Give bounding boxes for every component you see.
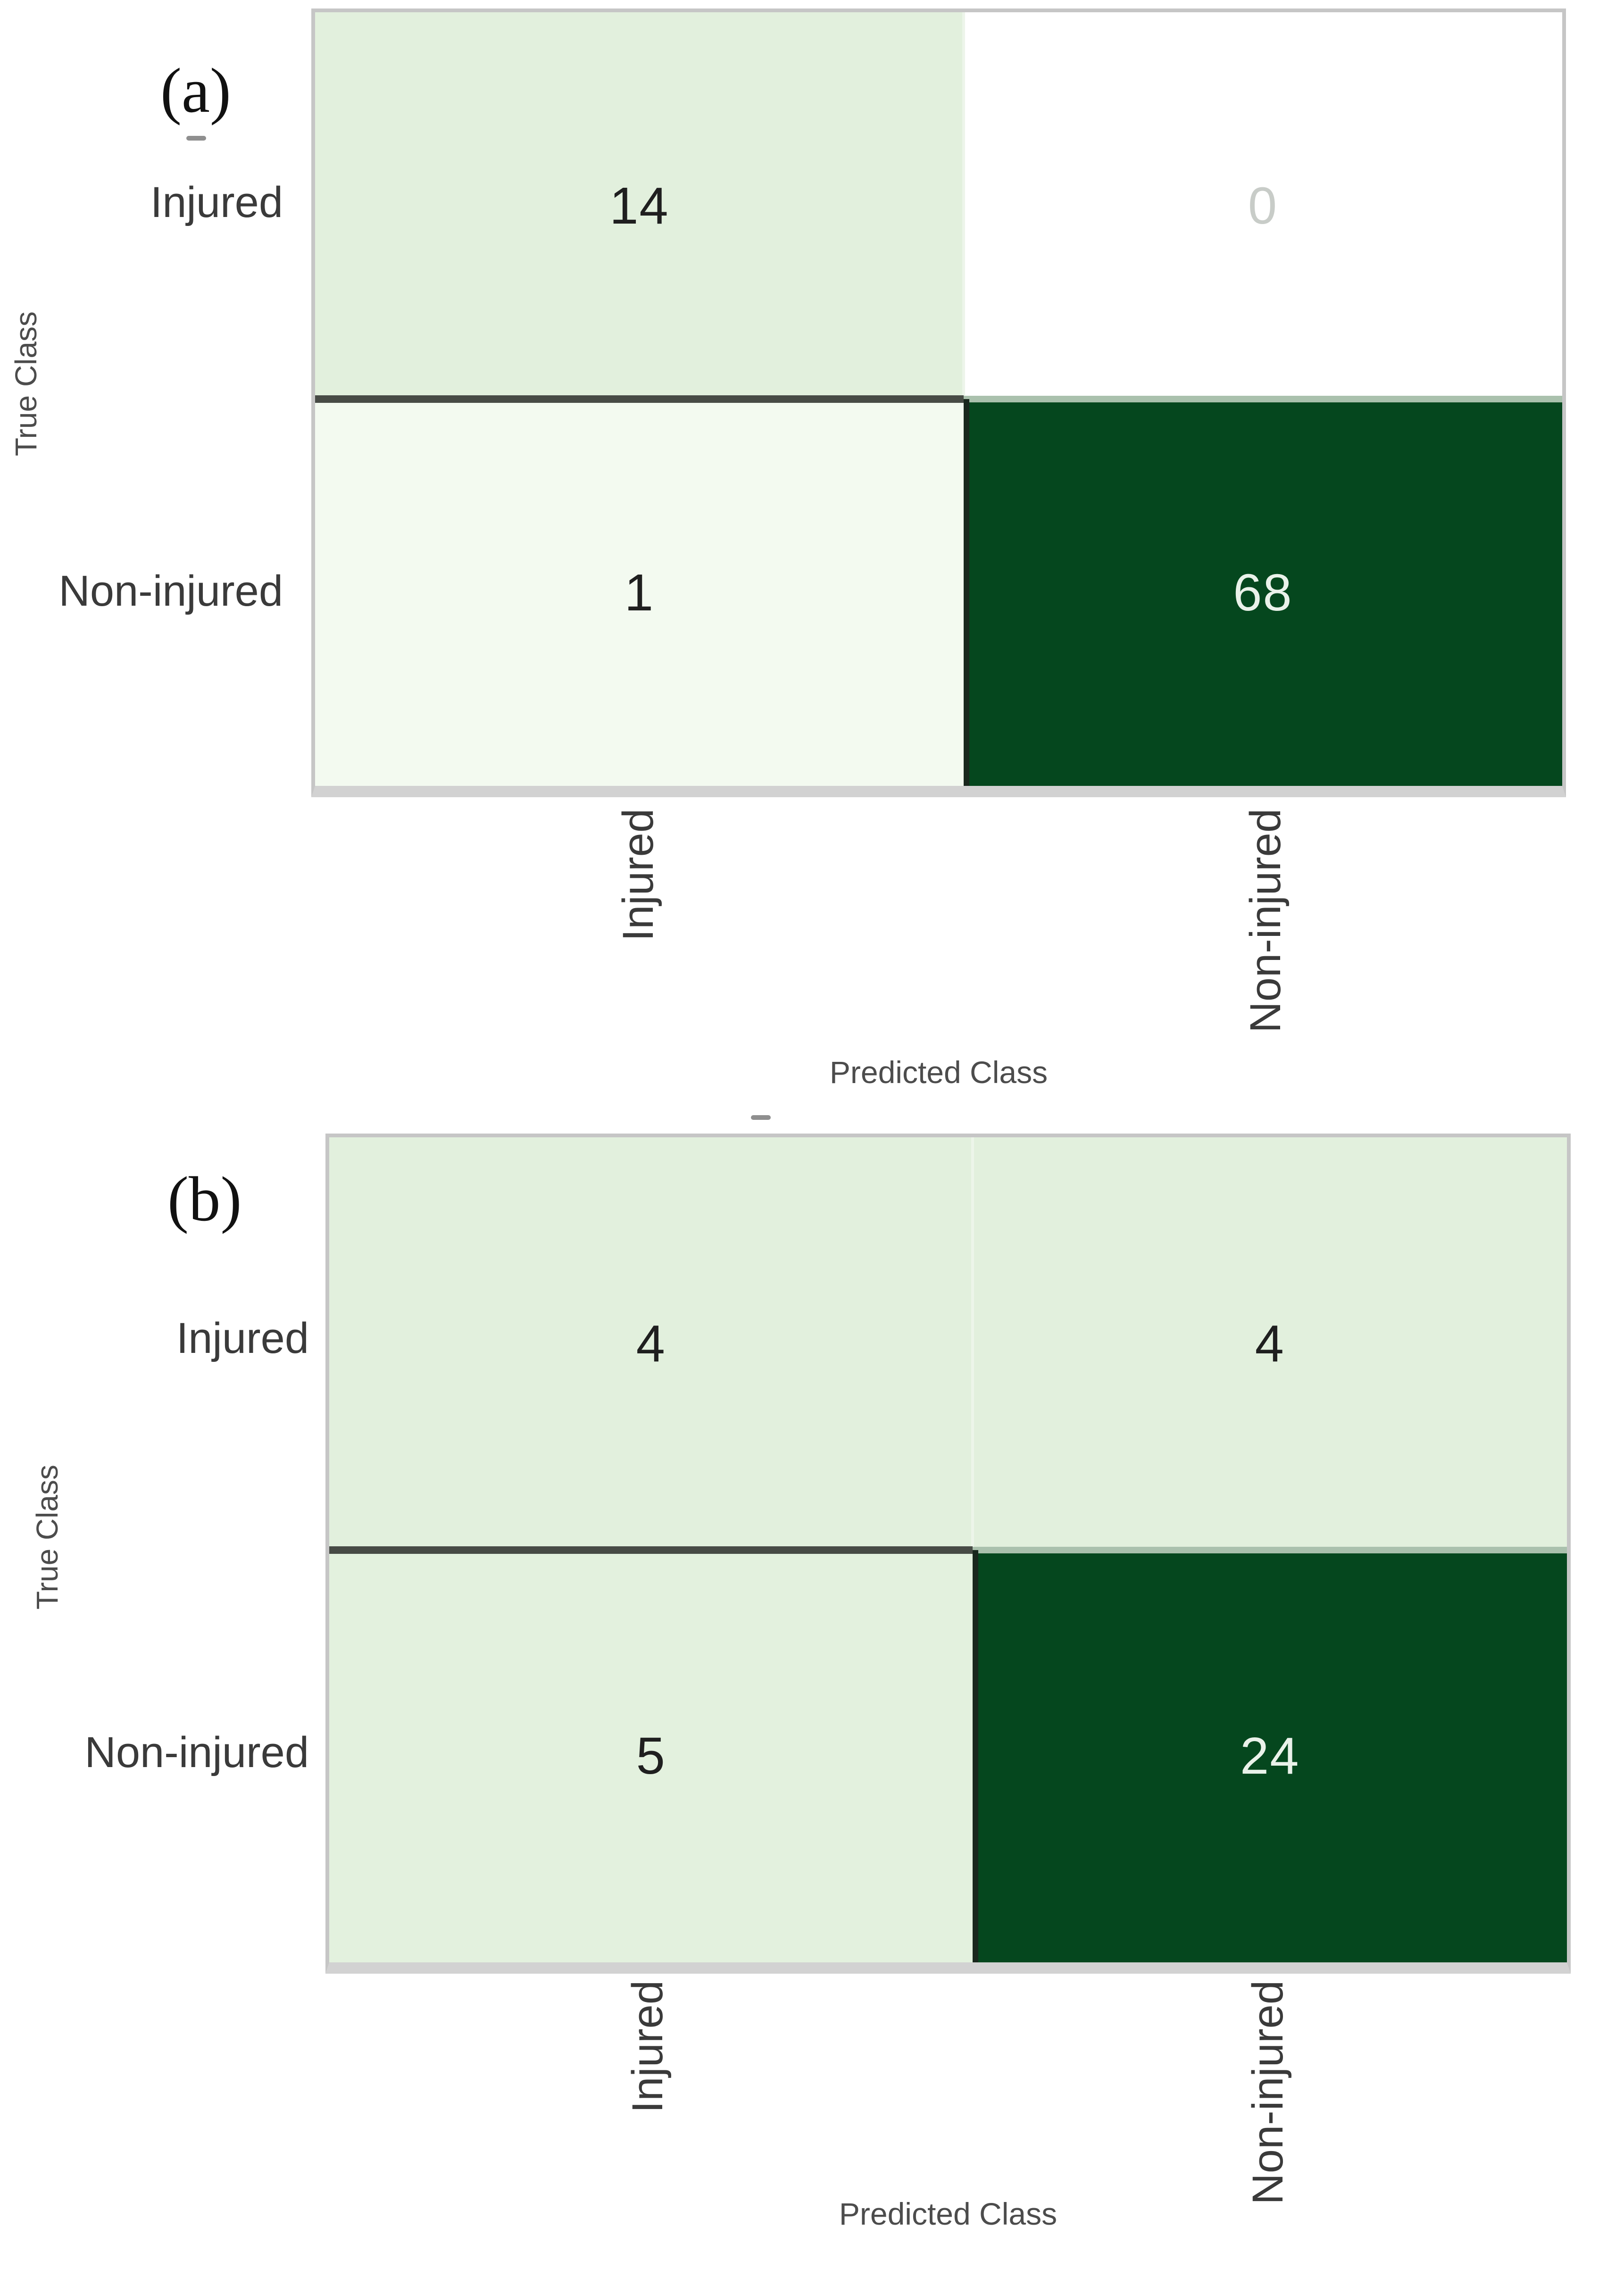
row-label-b-injured: Injured bbox=[176, 1314, 309, 1362]
stray-tick-mark-a bbox=[186, 136, 206, 141]
panel-label-b: (b) bbox=[167, 1164, 242, 1234]
row-label-b-non-injured: Non-injured bbox=[84, 1728, 309, 1777]
panel-label-a: (a) bbox=[160, 56, 231, 126]
row-label-a-injured: Injured bbox=[150, 178, 283, 226]
matrix-cell-a-true-injured-pred-non-injured: 0 bbox=[963, 12, 1562, 399]
stray-tick-mark-b bbox=[751, 1115, 771, 1120]
row-divider-sage-b bbox=[973, 1546, 1567, 1553]
row-divider-dark-a bbox=[315, 395, 964, 403]
row-divider-dark-b bbox=[329, 1546, 973, 1554]
dark-cell-edge-a bbox=[963, 399, 969, 786]
column-separator-a bbox=[962, 12, 965, 399]
row-label-a-non-injured: Non-injured bbox=[58, 567, 283, 615]
matrix-cell-b-true-non-injured-pred-injured: 5 bbox=[329, 1550, 973, 1962]
y-axis-label-b: True Class bbox=[30, 1465, 64, 1610]
col-label-a-injured: Injured bbox=[614, 809, 662, 942]
column-separator-b bbox=[971, 1137, 974, 1550]
col-label-b-injured: Injured bbox=[624, 1980, 672, 2113]
x-axis-label-b: Predicted Class bbox=[839, 2196, 1058, 2231]
matrix-cell-b-true-injured-pred-injured: 4 bbox=[329, 1137, 973, 1550]
dark-cell-edge-b bbox=[973, 1550, 979, 1962]
col-label-b-non-injured: Non-injured bbox=[1244, 1980, 1292, 2205]
x-axis-label-a: Predicted Class bbox=[829, 1055, 1048, 1090]
confusion-matrix-a: 14 0 1 68 bbox=[311, 8, 1566, 797]
matrix-cell-a-true-non-injured-pred-injured: 1 bbox=[315, 399, 964, 786]
matrix-cell-a-true-injured-pred-injured: 14 bbox=[315, 12, 964, 399]
matrix-cell-b-true-non-injured-pred-non-injured: 24 bbox=[973, 1550, 1567, 1962]
row-divider-sage-a bbox=[963, 396, 1562, 402]
col-label-a-non-injured: Non-injured bbox=[1241, 809, 1290, 1033]
matrix-cell-a-true-non-injured-pred-non-injured: 68 bbox=[963, 399, 1562, 786]
matrix-cell-b-true-injured-pred-non-injured: 4 bbox=[973, 1137, 1567, 1550]
y-axis-label-a: True Class bbox=[9, 311, 43, 457]
confusion-matrix-b: 4 4 5 24 bbox=[325, 1134, 1571, 1974]
